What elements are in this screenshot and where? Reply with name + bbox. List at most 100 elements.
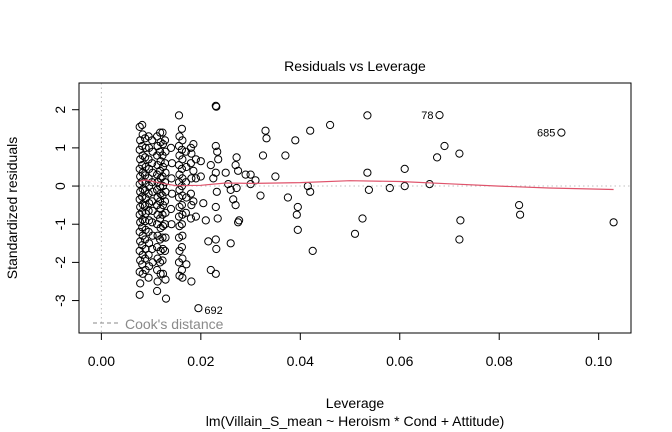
data-point [226,185,235,194]
data-point [246,180,255,189]
data-point [158,244,168,254]
data-point [160,178,170,187]
data-point [256,191,265,200]
data-point [144,250,153,259]
points-layer [135,101,618,313]
data-point [156,128,165,137]
data-point [177,243,186,252]
x-tick-label: 0.02 [187,353,214,369]
data-point [283,193,292,202]
data-point [158,128,167,137]
y-tick-label: -3 [52,294,68,307]
data-point [363,168,372,177]
data-point [178,231,187,240]
x-tick-label: 0.04 [287,353,314,369]
data-point [167,174,176,183]
data-point [156,157,165,166]
data-point [161,275,170,284]
data-point [196,157,205,166]
y-tick-label: 2 [52,106,68,114]
data-point [167,220,176,229]
data-point [158,182,168,191]
data-point [364,185,373,194]
data-point [201,216,210,225]
data-point [204,237,213,246]
data-point [363,111,372,120]
data-point [433,153,442,162]
x-tick-label: 0.08 [486,353,513,369]
legend-label: Cook's distance [125,316,224,332]
y-tick-label: -1 [52,218,68,231]
data-point [158,140,168,149]
data-point [141,143,150,152]
data-point [293,225,302,234]
data-point [187,201,196,210]
data-point [358,214,367,223]
data-point [221,168,230,177]
data-point [160,136,170,145]
data-point [177,164,186,173]
data-point [177,220,186,229]
data-point [400,182,409,191]
data-point [153,286,162,296]
data-point [160,220,170,229]
data-point [209,174,218,183]
data-point [234,166,243,175]
data-point [425,180,434,189]
data-point [232,153,241,162]
data-point [199,199,208,208]
data-point [136,218,145,227]
data-point [212,244,221,254]
data-point [212,102,221,111]
data-point [211,141,220,151]
data-point [229,195,238,204]
data-point [241,170,250,179]
data-point [187,277,196,286]
point-labels: 78 685 692 [204,110,555,317]
data-point [161,147,170,156]
data-point [211,202,220,212]
data-point [166,204,176,214]
smooth-line [138,179,614,191]
data-point [135,290,144,299]
data-point [196,172,205,181]
data-point [136,279,145,288]
data-point [271,172,280,181]
data-point [148,168,157,177]
data-point [262,134,271,143]
data-point [235,216,244,225]
data-point [148,244,157,254]
data-point [246,170,255,179]
x-axis: 0.00 0.02 0.04 0.06 0.08 0.10 [88,332,613,369]
y-axis: -3 -2 -1 0 1 2 [52,106,80,307]
data-point [213,147,222,156]
data-point [161,233,170,242]
data-point [191,174,200,183]
data-point [385,183,394,193]
x-tick-label: 0.00 [88,353,115,369]
data-point [177,201,186,210]
chart-subtitle: lm(Villain_S_mean ~ Heroism * Cond + Att… [206,413,505,429]
data-point [306,126,315,135]
data-point [212,187,221,196]
data-point [516,210,525,219]
x-tick-label: 0.06 [386,353,413,369]
data-point [161,208,170,217]
data-point [175,202,184,212]
data-point [148,136,157,145]
data-point [177,265,186,275]
x-tick-label: 0.10 [585,353,612,369]
data-point [166,143,176,152]
data-point [160,246,170,255]
data-point [350,229,360,238]
chart-title: Residuals vs Leverage [284,58,426,74]
data-point [557,128,566,137]
data-point [177,145,186,154]
data-point [178,155,187,164]
data-point [148,187,157,196]
data-point [156,235,165,244]
point-label: 78 [421,110,433,122]
data-point [293,202,302,212]
data-point [213,214,222,223]
